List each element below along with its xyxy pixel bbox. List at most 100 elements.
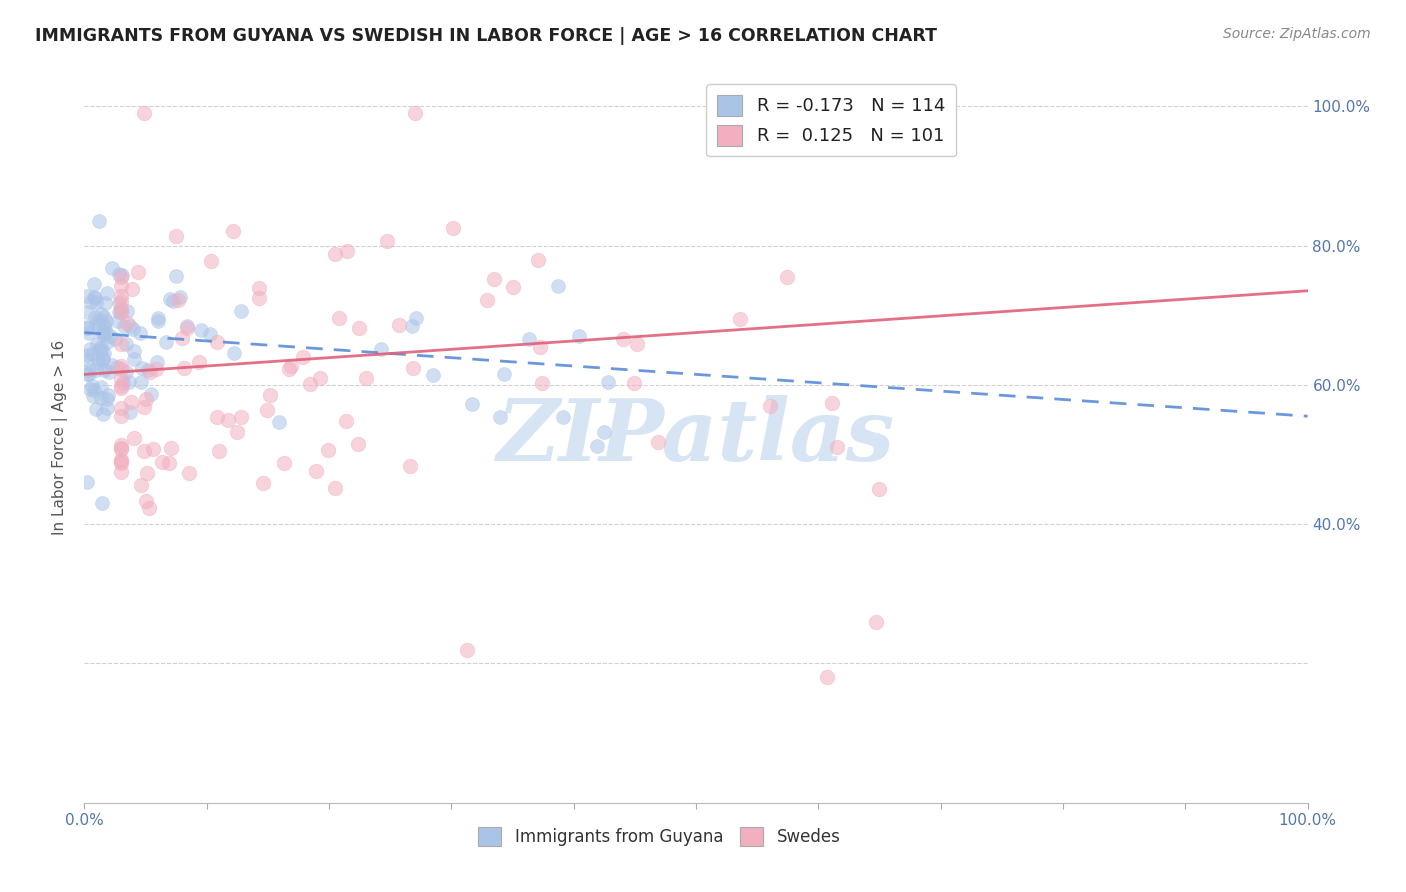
Point xyxy=(127,265,149,279)
Point xyxy=(142,442,165,457)
Point xyxy=(84,402,107,417)
Point xyxy=(526,252,548,267)
Point xyxy=(105,360,128,375)
Point xyxy=(388,318,411,332)
Point xyxy=(108,295,131,310)
Point xyxy=(77,326,100,341)
Point xyxy=(225,425,247,439)
Point xyxy=(198,326,221,341)
Point xyxy=(405,311,427,326)
Point xyxy=(86,295,108,310)
Point xyxy=(93,325,115,339)
Point xyxy=(323,247,346,261)
Point xyxy=(82,346,104,360)
Point xyxy=(97,388,120,402)
Y-axis label: In Labor Force | Age > 16: In Labor Force | Age > 16 xyxy=(52,340,69,534)
Point xyxy=(176,320,198,334)
Point xyxy=(252,476,274,491)
Text: ZIPatlas: ZIPatlas xyxy=(496,395,896,479)
Point xyxy=(169,290,191,304)
Point xyxy=(299,377,322,392)
Point xyxy=(104,332,127,346)
Point xyxy=(79,342,101,356)
Point xyxy=(869,482,891,496)
Point xyxy=(86,318,108,332)
Point xyxy=(292,351,315,365)
Point xyxy=(165,228,187,243)
Point xyxy=(84,316,107,330)
Point xyxy=(110,441,132,455)
Point xyxy=(176,318,198,333)
Point xyxy=(399,458,422,473)
Point xyxy=(825,440,848,454)
Point xyxy=(94,326,117,341)
Point xyxy=(97,365,120,379)
Point xyxy=(247,291,270,305)
Point xyxy=(815,670,838,684)
Point xyxy=(83,277,105,291)
Point xyxy=(460,397,482,411)
Point xyxy=(86,337,108,351)
Point xyxy=(93,318,115,333)
Point xyxy=(585,439,607,453)
Point xyxy=(83,291,105,305)
Point xyxy=(93,310,115,324)
Point xyxy=(145,362,167,376)
Point xyxy=(200,254,222,268)
Point xyxy=(347,437,370,451)
Point xyxy=(155,334,177,349)
Text: Source: ZipAtlas.com: Source: ZipAtlas.com xyxy=(1223,27,1371,41)
Point xyxy=(170,331,193,345)
Point xyxy=(115,316,138,330)
Point xyxy=(90,307,112,321)
Point xyxy=(110,278,132,293)
Point xyxy=(598,375,620,389)
Point xyxy=(401,318,423,333)
Point xyxy=(402,360,425,375)
Point xyxy=(108,268,131,282)
Point xyxy=(84,363,107,377)
Point xyxy=(256,402,278,417)
Point xyxy=(146,355,169,369)
Point xyxy=(110,442,132,456)
Point xyxy=(110,401,132,416)
Point xyxy=(759,399,782,413)
Point xyxy=(101,261,124,276)
Point xyxy=(304,464,326,478)
Point xyxy=(93,363,115,377)
Point xyxy=(277,362,299,376)
Point xyxy=(83,383,105,397)
Point xyxy=(477,293,499,307)
Point xyxy=(76,367,98,381)
Point xyxy=(865,615,887,629)
Point xyxy=(190,323,212,337)
Point xyxy=(129,326,152,341)
Point xyxy=(77,368,100,382)
Point xyxy=(101,358,124,372)
Point xyxy=(110,294,132,309)
Point xyxy=(121,282,143,296)
Point xyxy=(354,371,377,385)
Point xyxy=(280,359,302,374)
Point xyxy=(136,363,159,377)
Point xyxy=(187,354,209,368)
Point xyxy=(217,413,239,427)
Point xyxy=(112,376,135,391)
Point xyxy=(76,348,98,362)
Point xyxy=(129,376,152,390)
Point xyxy=(132,443,155,458)
Point xyxy=(316,443,339,458)
Point xyxy=(96,335,118,350)
Point xyxy=(821,396,844,410)
Point xyxy=(76,319,98,334)
Point xyxy=(179,466,201,480)
Point xyxy=(112,319,135,334)
Point xyxy=(173,360,195,375)
Point xyxy=(90,343,112,357)
Point xyxy=(776,269,799,284)
Point xyxy=(110,372,132,386)
Point xyxy=(87,214,110,228)
Point xyxy=(110,304,132,318)
Point xyxy=(247,281,270,295)
Point xyxy=(111,268,134,282)
